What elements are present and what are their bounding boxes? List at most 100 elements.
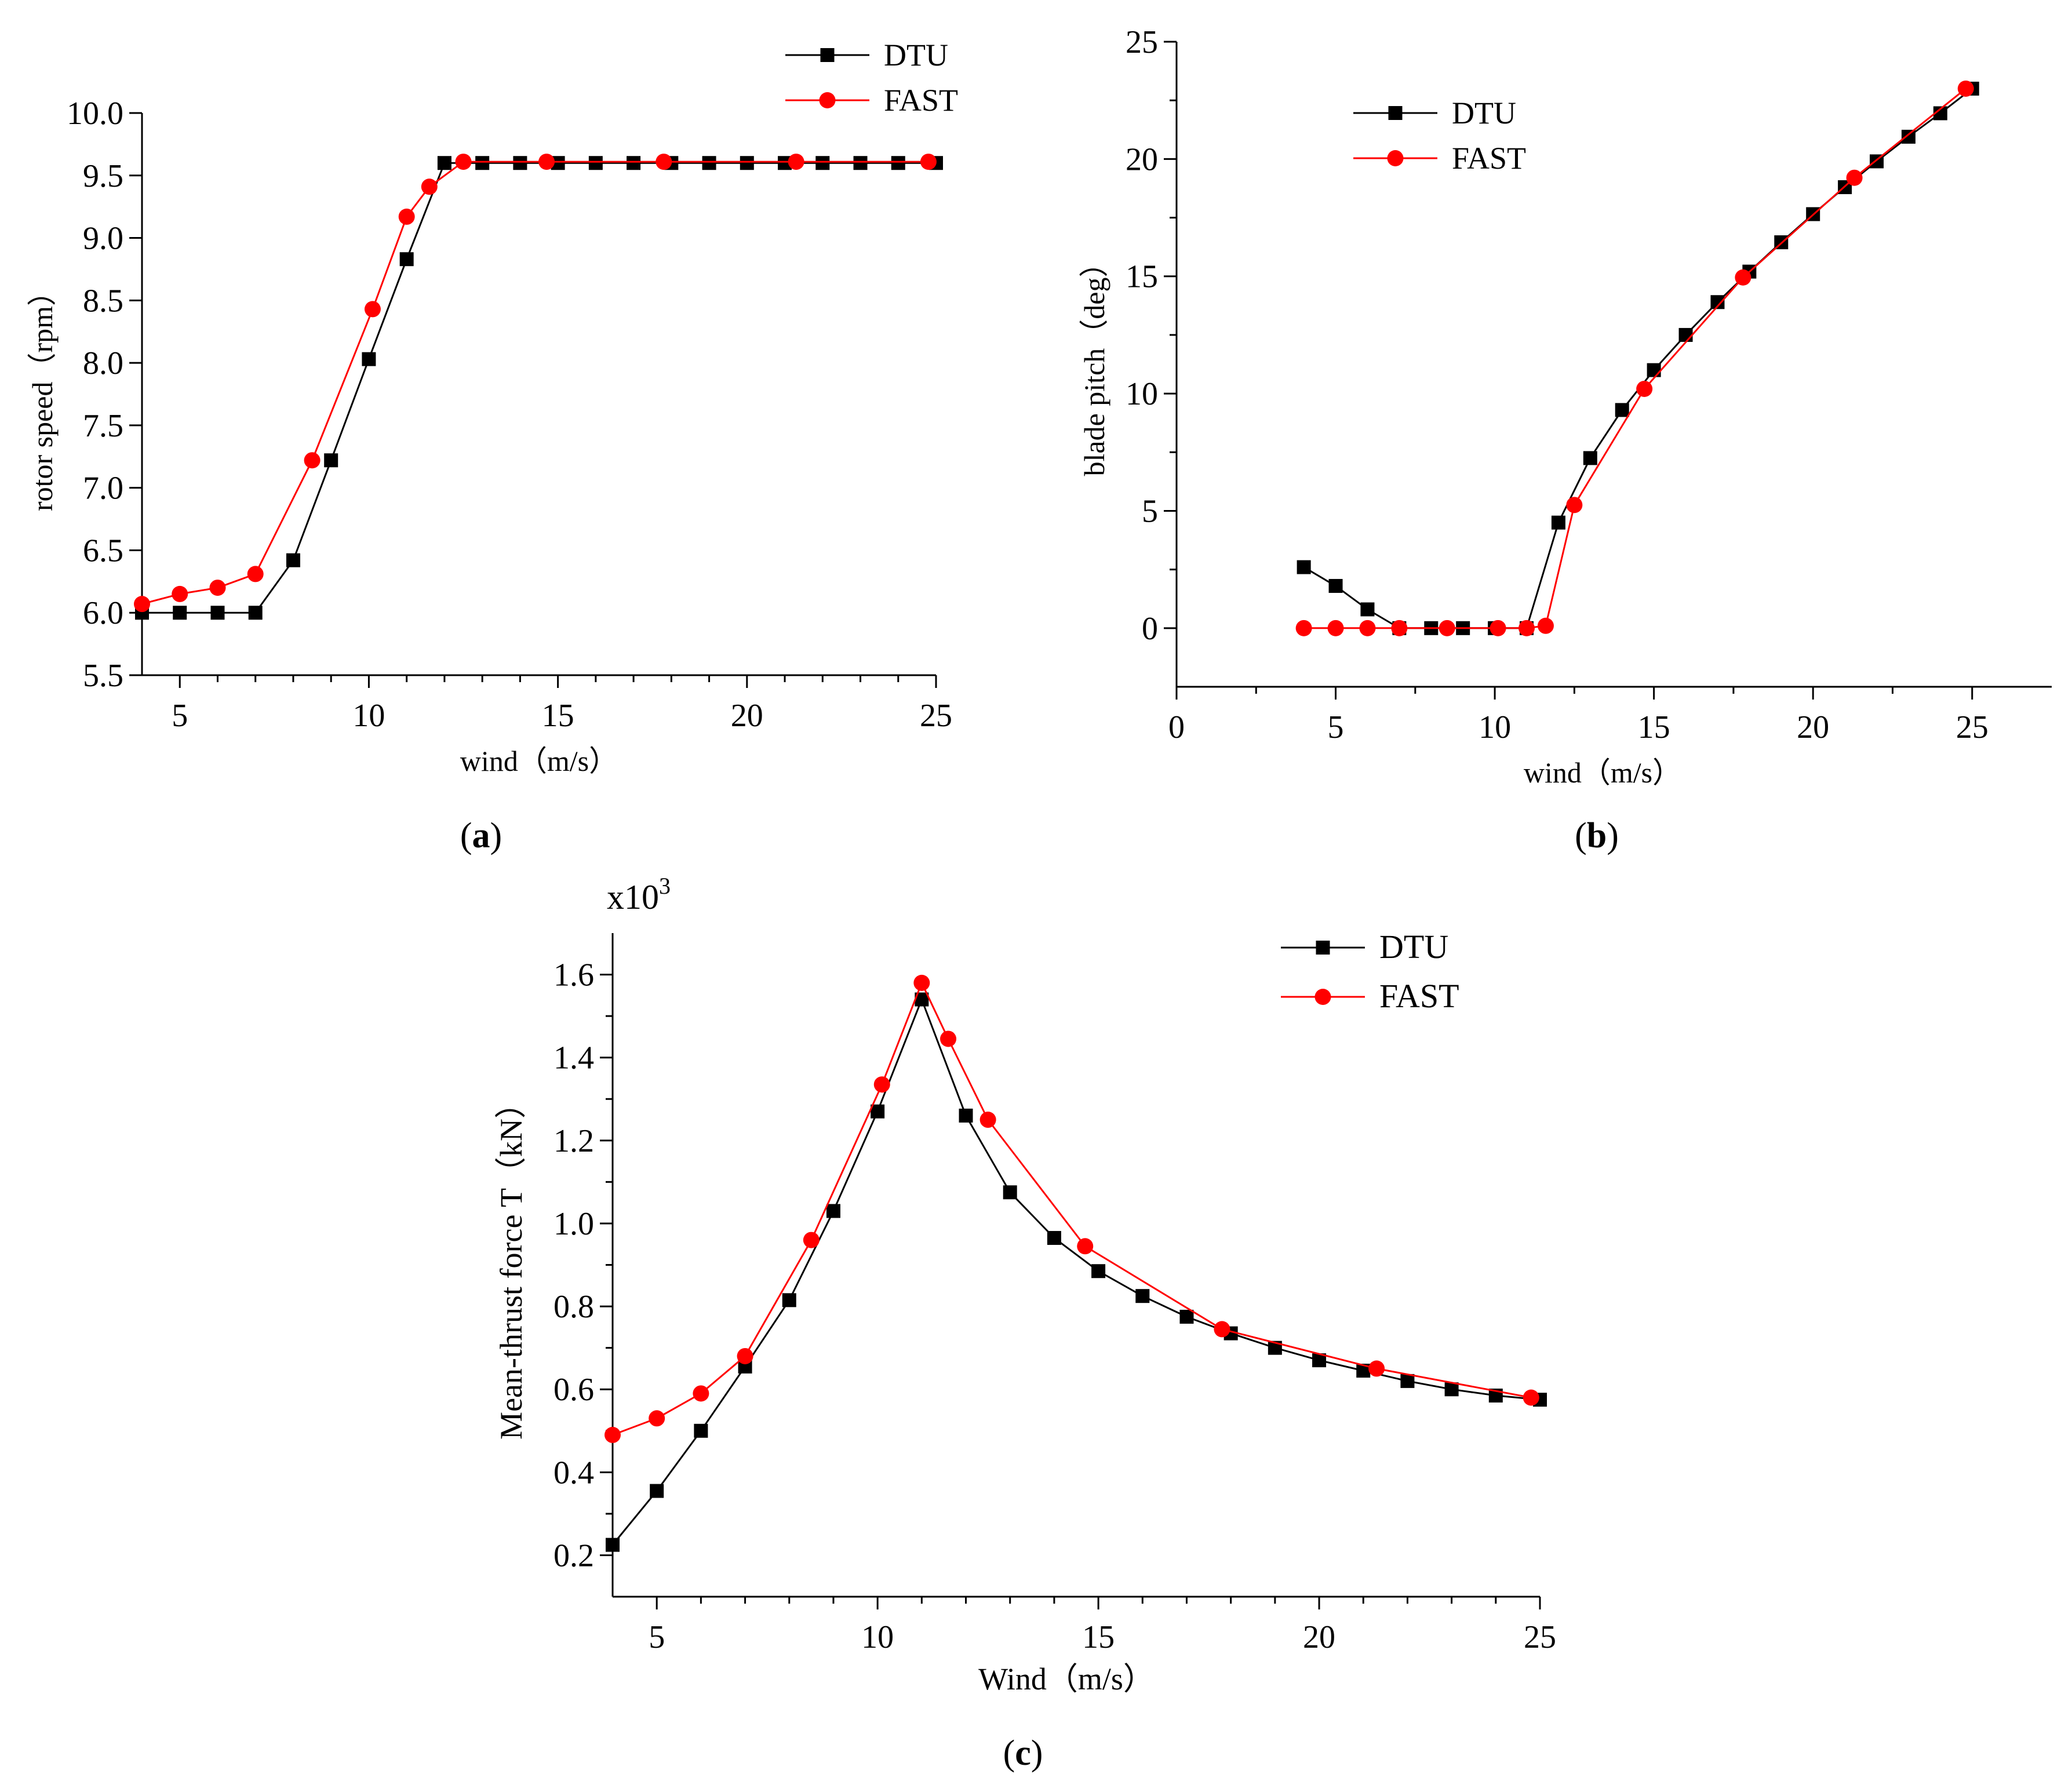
y-tick-label: 6.5 — [83, 533, 123, 569]
x-tick-label: 25 — [920, 698, 952, 734]
x-tick-label: 10 — [1479, 709, 1511, 745]
legend-marker-fast — [819, 92, 836, 108]
legend-marker-dtu — [820, 48, 835, 62]
legend: DTU FAST — [785, 38, 958, 118]
data-point-dtu — [1551, 515, 1565, 530]
legend-marker-dtu — [1316, 941, 1330, 955]
data-point-fast — [1077, 1238, 1094, 1255]
data-point-dtu — [1678, 327, 1693, 342]
data-point-fast — [920, 154, 937, 170]
y-tick-label: 10 — [1126, 376, 1158, 412]
series-line-dtu — [611, 997, 1541, 1546]
data-point-dtu — [959, 1108, 973, 1123]
data-point-fast — [1566, 497, 1583, 513]
data-point-fast — [649, 1410, 665, 1427]
x-tick-label: 25 — [1524, 1619, 1556, 1655]
data-point-dtu — [606, 1538, 620, 1552]
data-point-dtu — [1583, 451, 1597, 465]
data-point-fast — [1523, 1389, 1539, 1406]
data-point-dtu — [740, 156, 754, 170]
x-tick-label: 10 — [861, 1619, 894, 1655]
y-axis-title: rotor speed（rpm） — [26, 277, 59, 511]
data-point-fast — [1295, 620, 1312, 636]
data-point-dtu — [362, 352, 376, 366]
data-point-dtu — [399, 252, 414, 267]
x-tick-label: 15 — [542, 698, 574, 734]
x-tick-label: 15 — [1082, 1619, 1115, 1655]
x-tick-label: 20 — [1303, 1619, 1335, 1655]
data-point-dtu — [871, 1104, 885, 1119]
y-tick-label: 25 — [1126, 24, 1158, 60]
data-point-dtu — [650, 1484, 664, 1498]
data-point-dtu — [891, 156, 905, 170]
legend-label-fast: FAST — [1452, 141, 1526, 176]
legend-marker-dtu — [1388, 106, 1403, 120]
series-line-fast — [141, 161, 928, 605]
panel-label-part: c — [1015, 1733, 1031, 1773]
y-tick-label: 7.0 — [83, 471, 123, 507]
data-point-fast — [913, 974, 930, 991]
panel-label-part: ) — [1607, 816, 1619, 855]
x-axis-title: wind（m/s） — [460, 745, 618, 777]
data-point-dtu — [1400, 1374, 1415, 1388]
data-point-fast — [693, 1385, 709, 1402]
data-point-fast — [1490, 620, 1506, 636]
legend-marker-fast — [1387, 150, 1404, 166]
data-point-fast — [656, 154, 672, 170]
chart-panel-2: 0 5 10 15 20 25 0 5 10 15 20 25 wind（m/s） blade pitch… — [1078, 24, 2052, 855]
y-tick-label: 0.6 — [553, 1372, 594, 1408]
data-point-dtu — [627, 156, 641, 170]
legend: DTU FAST — [1353, 96, 1526, 176]
data-point-fast — [538, 154, 555, 170]
data-point-dtu — [782, 1293, 796, 1307]
data-point-dtu — [1179, 1309, 1194, 1324]
legend-marker-fast — [1314, 989, 1331, 1005]
x-tick-label: 0 — [1168, 709, 1185, 745]
chart-panel-1: 5 10 15 20 25 5.5 6.0 6.5 7.0 7.5 8.0 8.5 9.0 9.5 10.0… — [26, 38, 958, 855]
legend-label-dtu: DTU — [1452, 96, 1516, 130]
y-tick-label: 5.5 — [83, 658, 123, 694]
data-point-fast — [1537, 617, 1554, 634]
data-point-fast — [737, 1347, 753, 1364]
panel-label-part: ) — [1031, 1733, 1043, 1773]
y-tick-label: 8.0 — [83, 345, 123, 381]
chart-panel-3: 5 10 15 20 25 0.2 0.4 0.6 0.8 1.0 1.2 1.4 1.6 x103 Win… — [494, 873, 1556, 1773]
data-point-fast — [364, 301, 381, 318]
y-tick-label: 1.6 — [553, 957, 594, 993]
data-point-fast — [1957, 80, 1974, 97]
legend-label-dtu: DTU — [884, 38, 948, 72]
data-point-dtu — [1003, 1185, 1017, 1200]
y-tick-label: 1.4 — [553, 1040, 594, 1076]
y-tick-label: 0.2 — [553, 1538, 594, 1574]
data-point-dtu — [1444, 1382, 1459, 1397]
y-tick-label: 0 — [1142, 611, 1158, 647]
y-tick-label: 20 — [1126, 141, 1158, 177]
x-tick-label: 15 — [1638, 709, 1670, 745]
data-point-fast — [134, 596, 150, 613]
y-tick-label: 9.5 — [83, 158, 123, 194]
x-tick-label: 20 — [731, 698, 763, 734]
data-point-fast — [1359, 620, 1376, 636]
data-point-fast — [788, 154, 804, 170]
x-axis-title: wind（m/s） — [1524, 756, 1681, 789]
panel-label-part: b — [1587, 816, 1607, 855]
y-tick-label: 6.0 — [83, 595, 123, 631]
data-point-fast — [803, 1232, 820, 1248]
y-tick-label: 9.0 — [83, 221, 123, 257]
data-point-dtu — [437, 156, 451, 170]
x-tick-label: 10 — [352, 698, 385, 734]
data-point-fast — [304, 452, 321, 469]
data-point-fast — [979, 1112, 996, 1128]
data-point-dtu — [286, 553, 300, 567]
data-point-dtu — [324, 453, 338, 468]
x-tick-label: 5 — [1328, 709, 1344, 745]
data-point-dtu — [1328, 578, 1343, 593]
y-axis-title: blade pitch（deg） — [1078, 249, 1110, 476]
data-point-fast — [1327, 620, 1344, 636]
data-point-dtu — [588, 156, 603, 170]
data-point-fast — [172, 585, 188, 602]
data-point-fast — [1391, 620, 1408, 636]
x-tick-label: 25 — [1956, 709, 1989, 745]
data-point-fast — [1519, 620, 1535, 636]
